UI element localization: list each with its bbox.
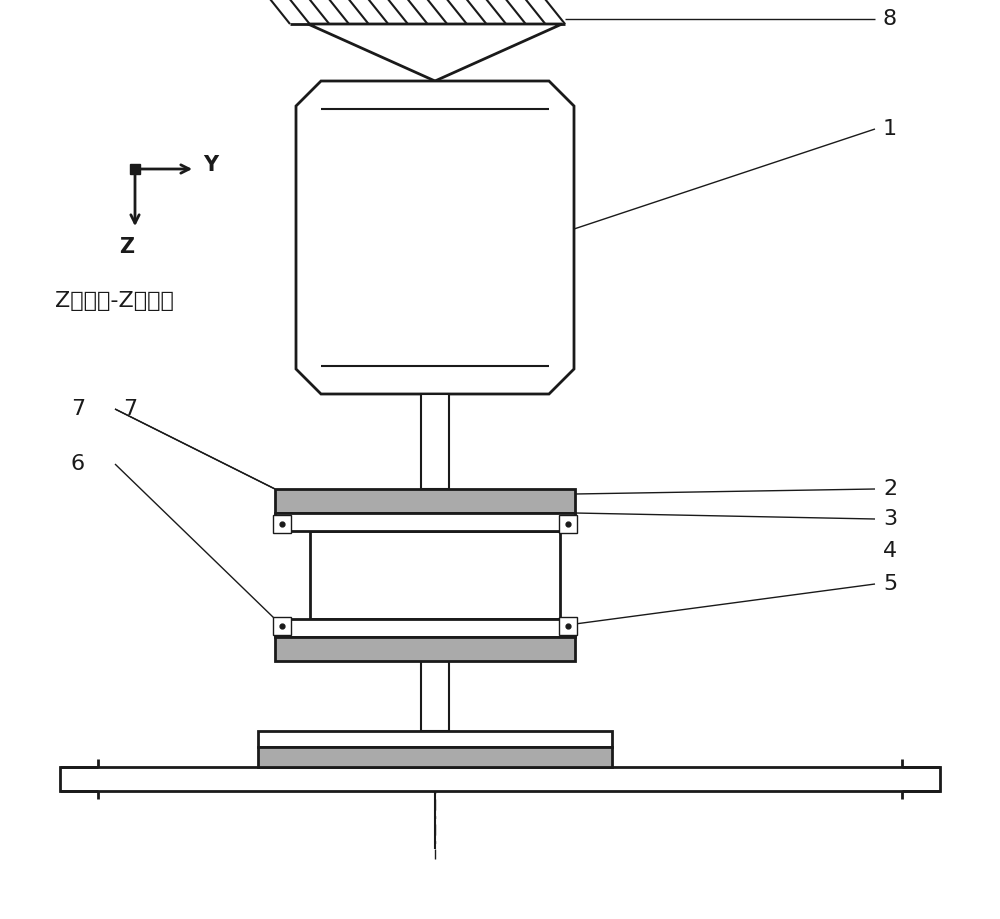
Bar — [273, 617, 291, 635]
Bar — [421, 394, 449, 489]
Bar — [275, 489, 575, 513]
Text: Y: Y — [203, 155, 218, 175]
Bar — [310, 531, 560, 619]
Text: 8: 8 — [883, 9, 897, 29]
Text: 1: 1 — [883, 119, 897, 139]
Bar — [275, 619, 575, 637]
Polygon shape — [296, 81, 574, 394]
Text: Z: Z — [119, 237, 135, 257]
Text: 5: 5 — [883, 574, 897, 594]
Text: 4: 4 — [883, 541, 897, 561]
Bar — [258, 731, 612, 747]
Bar — [275, 513, 575, 531]
Text: Z向空载-Z向激励: Z向空载-Z向激励 — [55, 291, 174, 311]
Bar — [559, 617, 577, 635]
Text: 3: 3 — [883, 509, 897, 529]
Text: 2: 2 — [883, 479, 897, 499]
Bar — [130, 164, 140, 174]
Bar — [60, 767, 940, 791]
Text: 7: 7 — [123, 399, 137, 419]
Polygon shape — [308, 24, 562, 81]
Bar — [421, 661, 449, 731]
Bar — [273, 515, 291, 533]
Bar — [559, 515, 577, 533]
Text: 7: 7 — [71, 399, 85, 419]
Bar — [275, 637, 575, 661]
Text: 6: 6 — [71, 454, 85, 474]
Bar — [258, 747, 612, 767]
